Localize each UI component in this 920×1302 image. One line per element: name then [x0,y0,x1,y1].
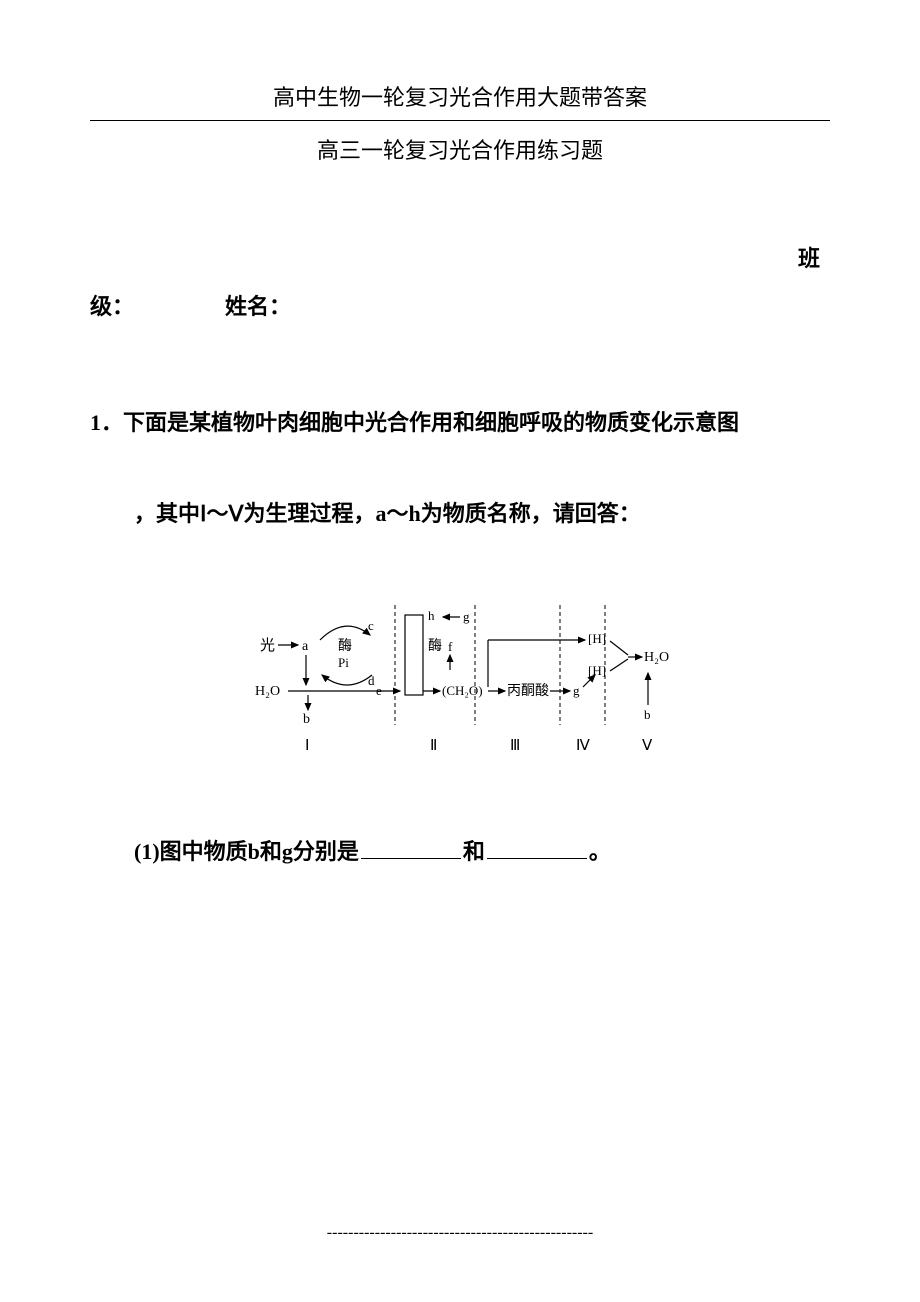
class-label-right: 班 [90,235,830,283]
q1-line2: ，其中Ⅰ～Ⅴ为生理过程，a～h为物质名称，请回答： [90,483,830,545]
roman-1: Ⅰ [305,738,309,754]
roman-3: Ⅲ [510,738,520,754]
subq1-before: 图中物质b和g分别是 [160,839,359,864]
blank-1 [361,836,461,859]
roman-4: Ⅳ [576,738,590,754]
class-label-left: 级： [90,294,134,319]
diagram-d: d [368,673,375,688]
subq1-label: (1) [134,839,160,864]
diagram-pyruvate: 丙酮酸 [507,683,549,699]
diagram-g-right: g [573,683,580,698]
name-label: 姓名： [225,294,291,319]
question-1: 1．下面是某植物叶肉细胞中光合作用和细胞呼吸的物质变化示意图 ，其中Ⅰ～Ⅴ为生理… [90,392,830,545]
diagram-a: a [302,639,309,654]
diagram-f: f [448,639,453,654]
diagram-b-left: b [303,712,310,727]
sub-question-1: (1)图中物质b和g分别是 和 。 [90,830,830,874]
diagram-h2o-right: H₂O [644,650,669,665]
diagram-pi: Pi [338,655,349,670]
diagram-h2o-left: H₂O [255,684,280,699]
diagram-b-right: b [644,707,651,722]
diagram-enzyme2: 酶 [428,638,442,654]
roman-5: Ⅴ [642,738,653,754]
diagram-ch2o: (CH₂O) [442,683,483,698]
diagram-c: c [368,618,374,633]
diagram-enzyme1: 酶 [338,638,352,654]
diagram-H-top: [H] [588,631,606,646]
subq1-mid: 和 [463,839,485,864]
diagram-h: h [428,608,435,623]
page-header: 高中生物一轮复习光合作用大题带答案 [90,80,830,121]
blank-2 [487,836,587,859]
diagram-light: 光 [260,637,275,654]
diagram-H-bot: [H] [588,663,606,678]
page-subtitle: 高三一轮复习光合作用练习题 [90,133,830,165]
q1-line1: 下面是某植物叶肉细胞中光合作用和细胞呼吸的物质变化示意图 [123,410,739,435]
roman-2: Ⅱ [430,738,437,754]
diagram: 光 a H₂O b c d 酶 Pi e h g 酶 f [90,595,830,770]
footer-dashes: ----------------------------------------… [0,1224,920,1242]
q1-num: 1． [90,410,123,435]
diagram-g-top: g [463,609,470,624]
subq1-after: 。 [589,839,611,864]
